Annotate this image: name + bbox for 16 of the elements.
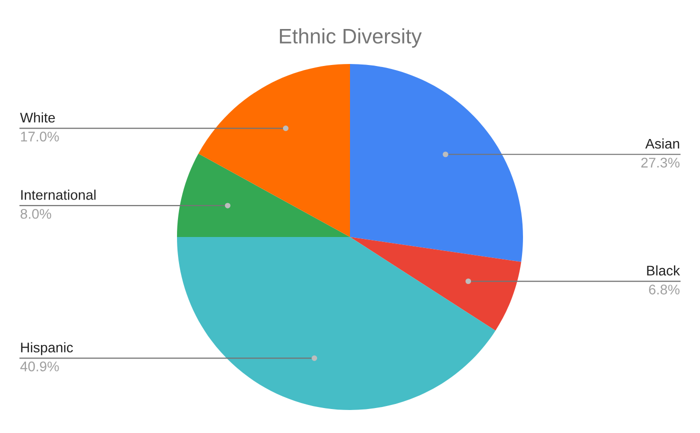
data-label: 27.3% bbox=[641, 158, 680, 168]
pie-slice bbox=[177, 237, 496, 410]
pie-slice bbox=[350, 64, 523, 262]
pie-slice bbox=[198, 64, 350, 237]
chart-title: Ethnic Diversity bbox=[280, 28, 422, 48]
slice-label: Black bbox=[647, 265, 680, 276]
slice-label: International bbox=[21, 190, 96, 200]
slice-label: White bbox=[20, 112, 55, 123]
data-label: 6.8% bbox=[649, 284, 680, 294]
slice-label: Hispanic bbox=[21, 342, 73, 356]
data-label: 40.9% bbox=[20, 362, 59, 372]
pie-slice bbox=[177, 154, 350, 237]
data-label: 8.0% bbox=[20, 208, 52, 219]
data-label: 17.0% bbox=[21, 132, 59, 142]
pie-slice bbox=[350, 237, 522, 331]
slice-label: Asian bbox=[645, 138, 680, 149]
